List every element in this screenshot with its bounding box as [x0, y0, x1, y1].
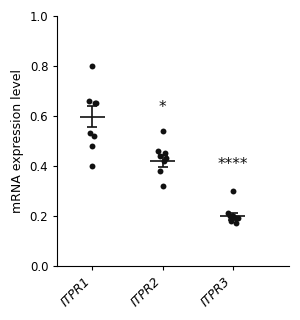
Y-axis label: mRNA expression level: mRNA expression level — [11, 69, 24, 213]
Point — [229, 218, 234, 223]
Point — [156, 148, 161, 153]
Point — [92, 133, 96, 139]
Point — [94, 101, 98, 106]
Point — [158, 153, 162, 158]
Point — [90, 163, 95, 168]
Point — [227, 213, 232, 218]
Point — [158, 168, 163, 173]
Point — [164, 156, 169, 161]
Point — [160, 128, 165, 133]
Point — [234, 220, 239, 226]
Point — [163, 151, 168, 156]
Point — [90, 63, 95, 68]
Point — [230, 188, 235, 193]
Point — [162, 158, 167, 163]
Point — [87, 131, 92, 136]
Point — [230, 213, 235, 218]
Point — [235, 216, 240, 221]
Point — [90, 143, 95, 148]
Text: *: * — [159, 100, 167, 115]
Point — [225, 211, 230, 216]
Point — [86, 98, 91, 103]
Point — [233, 216, 238, 221]
Text: ****: **** — [218, 157, 248, 172]
Point — [160, 183, 165, 188]
Point — [92, 101, 97, 106]
